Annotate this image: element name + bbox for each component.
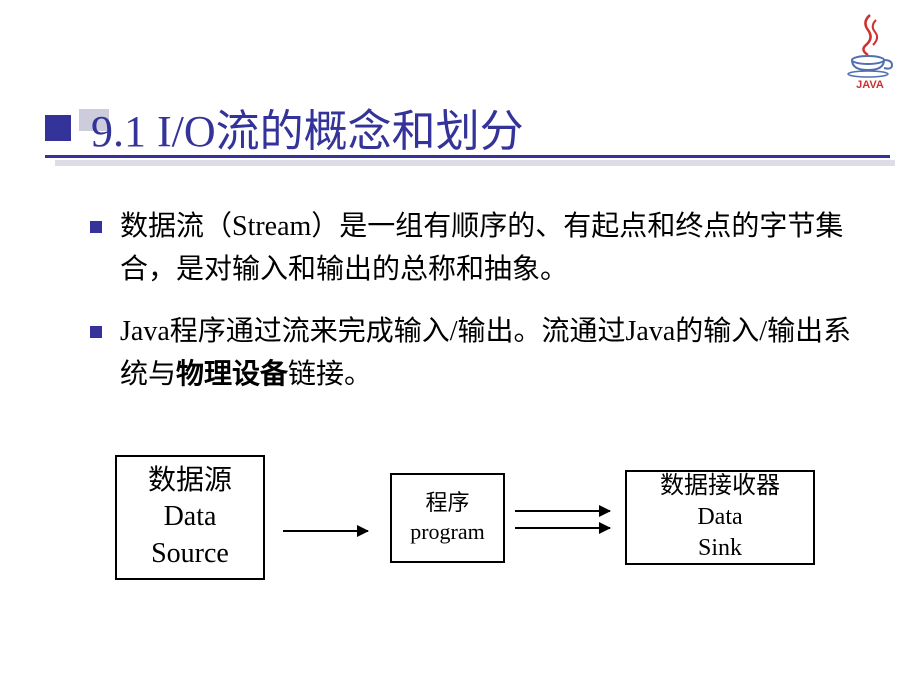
node-label: Data bbox=[697, 502, 742, 533]
flow-diagram: 数据源 Data Source 程序 program 数据接收器 Data Si… bbox=[115, 455, 815, 595]
node-label: Sink bbox=[698, 533, 742, 564]
title-block-icon bbox=[45, 115, 71, 141]
bullet-item: Java程序通过流来完成输入/输出。流通过Java的输入/输出系统与物理设备链接… bbox=[90, 310, 860, 397]
bullet-marker-icon bbox=[90, 221, 102, 233]
title-underline bbox=[45, 155, 890, 158]
bullet-marker-icon bbox=[90, 326, 102, 338]
node-label: Data bbox=[164, 499, 217, 535]
bullet-text: 数据流（Stream）是一组有顺序的、有起点和终点的字节集合，是对输入和输出的总… bbox=[120, 205, 860, 292]
bullet-text: Java程序通过流来完成输入/输出。流通过Java的输入/输出系统与物理设备链接… bbox=[120, 310, 860, 397]
bullet-item: 数据流（Stream）是一组有顺序的、有起点和终点的字节集合，是对输入和输出的总… bbox=[90, 205, 860, 292]
java-logo: JAVA bbox=[840, 10, 900, 90]
node-label: program bbox=[410, 518, 485, 547]
title-text: 9.1 I/O流的概念和划分 bbox=[91, 95, 524, 159]
node-label: Source bbox=[151, 536, 229, 572]
node-label: 数据源 bbox=[148, 463, 232, 499]
content-area: 数据流（Stream）是一组有顺序的、有起点和终点的字节集合，是对输入和输出的总… bbox=[90, 205, 860, 415]
title-underline-shadow bbox=[55, 160, 895, 166]
svg-text:JAVA: JAVA bbox=[856, 79, 884, 90]
arrow-icon bbox=[515, 527, 610, 529]
bullet-suffix: 链接。 bbox=[288, 359, 372, 390]
node-label: 程序 bbox=[425, 489, 469, 518]
diagram-node-sink: 数据接收器 Data Sink bbox=[625, 470, 815, 565]
bullet-bold: 物理设备 bbox=[176, 359, 288, 390]
diagram-node-program: 程序 program bbox=[390, 473, 505, 563]
node-label: 数据接收器 bbox=[660, 471, 780, 502]
diagram-node-source: 数据源 Data Source bbox=[115, 455, 265, 580]
slide-title: 9.1 I/O流的概念和划分 bbox=[45, 95, 524, 159]
arrow-icon bbox=[283, 530, 368, 532]
arrow-icon bbox=[515, 510, 610, 512]
